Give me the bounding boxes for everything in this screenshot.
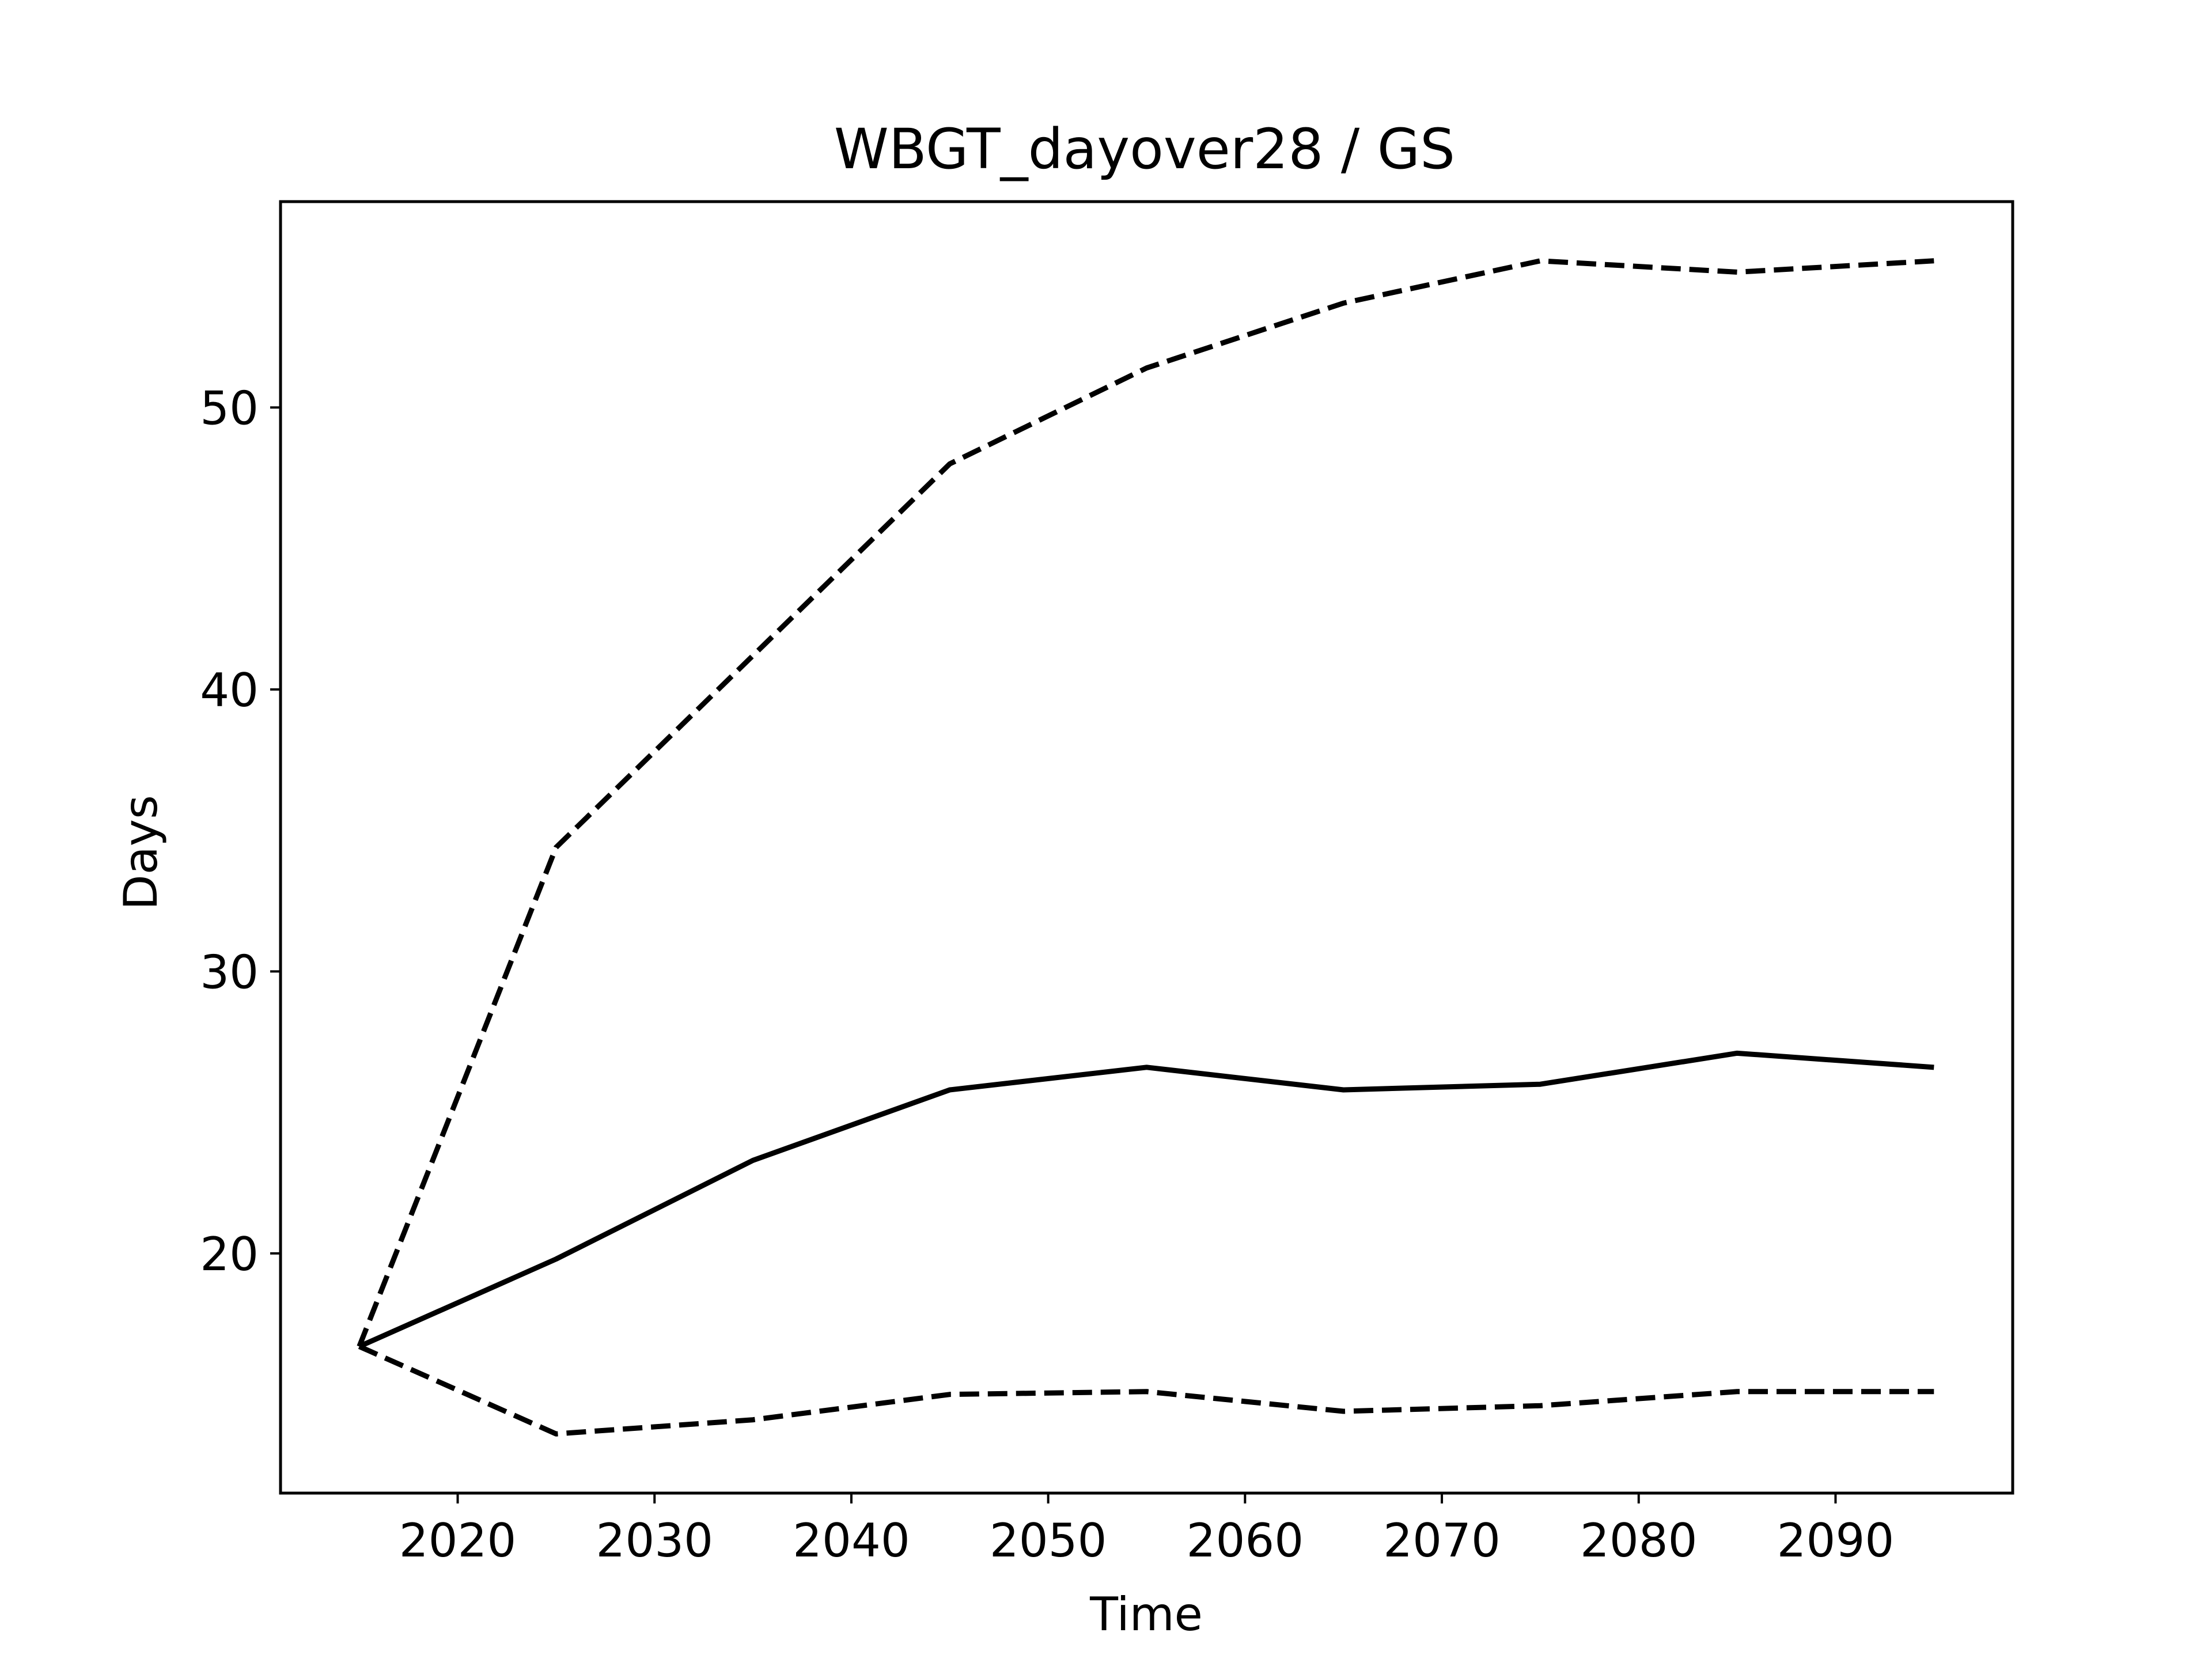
series-line-mean — [358, 1050, 1934, 1349]
series-line-lower — [358, 1344, 1934, 1437]
y-axis-label: Days — [114, 795, 168, 910]
x-tick-label: 2080 — [1580, 1514, 1698, 1567]
x-tick-label: 2040 — [793, 1514, 910, 1567]
x-tick-label: 2090 — [1777, 1514, 1895, 1567]
y-tick-label: 20 — [200, 1228, 259, 1281]
y-tick-label: 50 — [200, 381, 259, 435]
plot-frame — [279, 200, 2014, 1495]
x-tick-label: 2030 — [596, 1514, 713, 1567]
y-tick-label: 40 — [200, 664, 259, 717]
x-tick-label: 2070 — [1383, 1514, 1501, 1567]
series-line-upper — [357, 258, 1934, 1348]
x-axis-label: Time — [1089, 1588, 1203, 1641]
chart-title: WBGT_dayover28 / GS — [834, 117, 1455, 181]
plot-area — [357, 258, 1934, 1437]
x-tick-label: 2020 — [399, 1514, 517, 1567]
x-tick-label: 2050 — [990, 1514, 1107, 1567]
y-tick-label: 30 — [200, 945, 259, 999]
x-tick-label: 2060 — [1187, 1514, 1304, 1567]
